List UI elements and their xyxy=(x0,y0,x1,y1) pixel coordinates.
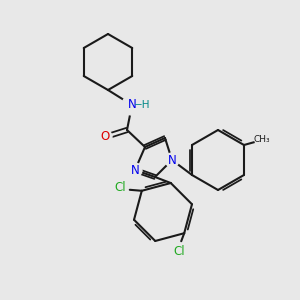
Circle shape xyxy=(172,244,186,258)
Circle shape xyxy=(255,133,269,147)
Text: CH₃: CH₃ xyxy=(254,134,270,143)
Text: O: O xyxy=(100,130,109,143)
Text: N: N xyxy=(130,164,140,176)
Circle shape xyxy=(98,130,112,144)
Circle shape xyxy=(113,181,127,195)
Text: Cl: Cl xyxy=(114,181,126,194)
Text: N: N xyxy=(128,98,136,112)
Circle shape xyxy=(122,95,142,115)
Circle shape xyxy=(128,163,142,177)
Text: −H: −H xyxy=(134,100,150,110)
Text: N: N xyxy=(168,154,176,166)
Text: Cl: Cl xyxy=(173,245,185,258)
Circle shape xyxy=(165,153,179,167)
